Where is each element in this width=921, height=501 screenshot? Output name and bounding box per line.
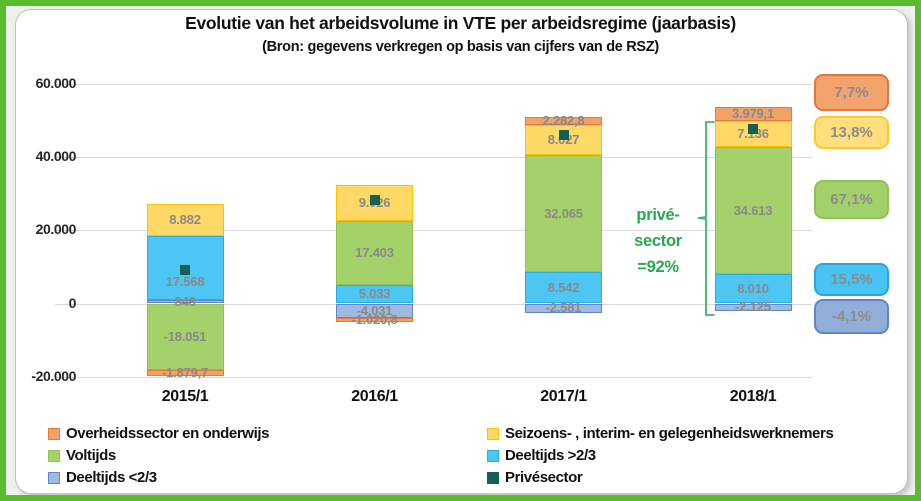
gridline--20.000 (55, 376, 812, 378)
legend-item-deeltijds_lt: Deeltijds <2/3 (48, 469, 157, 486)
seizoens-swatch-icon (487, 427, 499, 440)
bar-segment-deeltijds_gt (714, 274, 792, 304)
y-axis-tick: 40.000 (35, 148, 77, 165)
x-axis-label: 2018/1 (729, 388, 777, 405)
bar-segment-deeltijds_lt (714, 303, 792, 312)
legend-item-prive: Privésector (487, 469, 583, 486)
bar-value-label: 32.065 (544, 205, 583, 221)
gridline-0 (55, 303, 812, 305)
bar-value-label: -2.125 (735, 299, 771, 315)
gridline-60.000 (55, 83, 812, 85)
percentage-badge: 15,5% (814, 263, 889, 296)
bar-segment-seizoens (146, 203, 224, 237)
legend-label: Deeltijds >2/3 (505, 447, 596, 464)
legend-label: Deeltijds <2/3 (66, 469, 157, 486)
bar-segment-voltijds (714, 147, 792, 275)
bar-segment-deeltijds_lt (525, 303, 602, 313)
x-axis-label: 2017/1 (540, 388, 587, 405)
bar-segment-deeltijds_lt (336, 303, 413, 319)
prive-sector-marker (748, 124, 758, 135)
bar-value-label: -1.879,7 (161, 365, 209, 380)
percentage-badge: 13,8% (814, 116, 889, 149)
bar-value-label: 8.542 (547, 279, 580, 295)
bar-value-label: 2.282,8 (542, 113, 585, 129)
legend-item-voltijds: Voltijds (48, 447, 116, 464)
bar-value-label: 846 (174, 293, 196, 309)
prive-sector-marker (558, 129, 569, 140)
gridline-40.000 (55, 157, 812, 159)
prive-sector-marker (369, 194, 380, 205)
deeltijds_gt-swatch-icon (487, 449, 499, 462)
y-axis-tick: 60.000 (35, 74, 77, 91)
gridline-20.000 (55, 230, 812, 232)
chart-title: Evolutie van het arbeidsvolume in VTE pe… (185, 13, 736, 33)
x-axis-label: 2016/1 (351, 388, 398, 405)
legend-item-overheid: Overheidssector en onderwijs (48, 425, 269, 442)
bar-segment-overheid (525, 117, 602, 126)
chart-subtitle: (Bron: gegevens verkregen op basis van c… (262, 39, 659, 55)
y-axis-tick: -20.000 (31, 367, 76, 384)
y-axis-tick: 20.000 (35, 221, 77, 238)
bar-value-label: 5.033 (358, 286, 391, 302)
prive-sector-bracket (697, 121, 715, 316)
annotation-line: sector (634, 232, 682, 250)
bar-value-label: -1.020,8 (351, 312, 398, 328)
bar-value-label: -4.031 (356, 302, 393, 318)
annotation-line: privé- (636, 206, 680, 224)
legend-label: Seizoens- , interim- en gelegenheidswerk… (505, 425, 834, 442)
bar-value-label: 8.010 (737, 280, 769, 296)
bar-segment-overheid (714, 106, 792, 122)
legend-label: Overheidssector en onderwijs (66, 425, 270, 442)
bar-segment-overheid (146, 369, 224, 377)
bar-segment-overheid (336, 318, 413, 322)
prive-sector-annotation: privé- sector =92% (612, 202, 704, 280)
bar-value-label: -2.581 (545, 300, 582, 316)
bar-segment-deeltijds_gt (336, 285, 413, 304)
bar-value-label: 17.568 (165, 274, 205, 290)
overheid-swatch-icon (48, 427, 60, 440)
legend-label: Voltijds (66, 447, 116, 464)
voltijds-swatch-icon (48, 449, 60, 462)
annotation-line: =92% (637, 258, 679, 276)
prive-swatch-icon (487, 471, 499, 484)
bar-value-label: 3.979,1 (732, 106, 774, 122)
bar-value-label: 17.403 (355, 245, 394, 261)
bar-segment-deeltijds_lt (146, 300, 224, 304)
prive-sector-marker (180, 264, 190, 275)
legend-item-deeltijds_gt: Deeltijds >2/3 (487, 447, 596, 464)
deeltijds_lt-swatch-icon (48, 471, 60, 484)
bar-value-label: 34.613 (733, 202, 773, 218)
y-axis-tick: 0 (68, 294, 77, 311)
bar-value-label: 8.882 (169, 211, 201, 227)
legend-label: Privésector (505, 469, 583, 486)
percentage-badge: 67,1% (814, 180, 889, 219)
bar-segment-deeltijds_gt (525, 272, 602, 304)
bar-segment-voltijds (525, 154, 602, 273)
percentage-badge: 7,7% (814, 74, 889, 111)
bar-value-label: -18.051 (163, 328, 207, 344)
legend-item-seizoens: Seizoens- , interim- en gelegenheidswerk… (487, 425, 834, 442)
bar-segment-voltijds (336, 221, 413, 286)
percentage-badge: -4,1% (814, 299, 889, 334)
bar-segment-voltijds (146, 303, 224, 370)
x-axis-label: 2015/1 (161, 388, 209, 405)
